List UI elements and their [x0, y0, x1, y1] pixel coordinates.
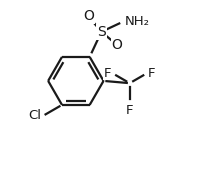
Text: F: F — [126, 104, 133, 117]
Text: O: O — [112, 38, 122, 52]
Text: F: F — [148, 67, 156, 80]
Text: S: S — [97, 25, 106, 39]
Text: NH₂: NH₂ — [125, 15, 150, 28]
Text: F: F — [104, 67, 111, 80]
Text: O: O — [83, 9, 94, 23]
Text: Cl: Cl — [29, 109, 42, 122]
